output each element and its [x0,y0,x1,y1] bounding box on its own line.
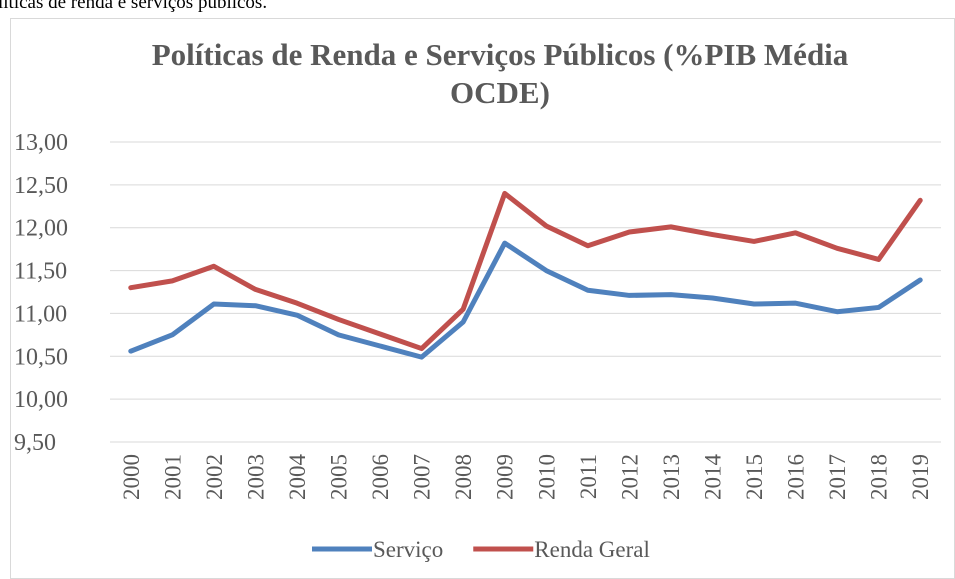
y-tick-label: 12,50 [14,173,68,199]
y-tick-label: 10,50 [14,344,68,370]
x-tick-label: 2004 [285,454,310,501]
line-series [128,240,923,360]
chart-title: Políticas de Renda e Serviços Públicos (… [151,37,849,110]
x-tick-label: 2014 [700,454,725,501]
x-tick-label: 2019 [908,454,933,500]
y-tick-label: 11,00 [14,301,67,327]
x-tick-label: 2008 [451,454,476,500]
x-tick-label: 2002 [202,454,227,500]
x-tick-label: 2012 [617,454,642,500]
x-tick-label: 2007 [410,454,435,500]
x-tick-label: 2018 [867,454,892,500]
x-tick-label: 2016 [784,454,809,500]
x-tick-label: 2009 [493,454,518,500]
y-tick-label: 9,50 [14,430,56,456]
x-tick-label: 2005 [327,454,352,500]
y-tick-label: 11,50 [14,259,67,285]
x-tick-label: 2011 [576,454,601,499]
line-series [128,190,923,352]
y-tick-label: 10,00 [14,387,68,413]
x-tick-label: 2010 [534,454,559,500]
legend-label: Renda Geral [534,537,650,562]
x-tick-label: 2001 [160,454,185,500]
x-tick-label: 2000 [119,454,144,500]
x-tick-label: 2003 [243,454,268,500]
x-tick-label: 2017 [825,454,850,500]
y-tick-label: 13,00 [14,130,68,156]
y-tick-label: 12,00 [14,216,68,242]
x-tick-label: 2013 [659,454,684,500]
x-tick-label: 2006 [368,454,393,500]
legend-label: Serviço [373,537,443,562]
caption: líticas de renda e serviços públicos. [0,0,267,13]
x-tick-label: 2015 [742,454,767,500]
